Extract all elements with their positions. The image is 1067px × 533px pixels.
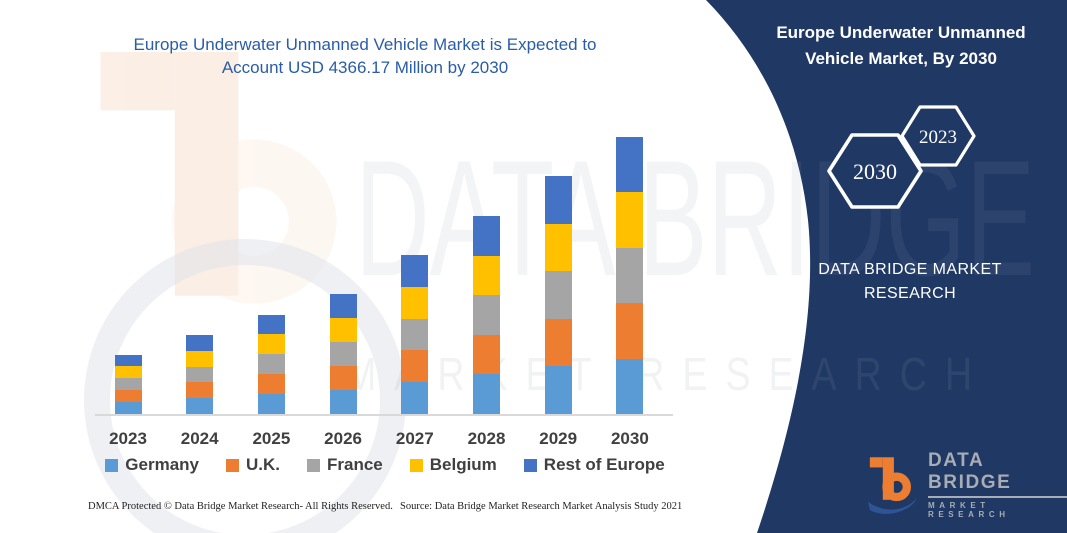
bar-segment-rest-of-europe-2030 [616,136,644,192]
x-axis-label-2023: 2023 [109,429,147,448]
bar-segment-u-k-2028 [473,334,500,375]
bar-segment-u-k-2026 [329,365,357,390]
bar-2025 [257,314,285,414]
legend-item-france: France [306,455,383,475]
x-axis-label-2029: 2029 [539,429,578,448]
legend-swatch-france [306,458,320,472]
legend-label-france: France [326,455,383,474]
legend-label-u-k: U.K. [245,455,280,474]
chart-title: Europe Underwater Unmanned Vehicle Marke… [65,33,665,79]
bar-2030 [616,136,644,414]
bar-segment-belgium-2024 [186,350,214,367]
panel-brand-text: DATA BRIDGE MARKET RESEARCH [818,261,1002,302]
bar-segment-france-2029 [544,271,572,319]
bar-2027 [401,255,429,414]
legend-swatch-rest-of-europe [523,458,537,472]
bar-segment-rest-of-europe-2024 [186,335,214,351]
bar-segment-rest-of-europe-2027 [401,255,429,287]
hexagon-2030-badge [827,133,923,209]
footer-dmca: DMCA Protected © Data Bridge Market Rese… [88,501,393,512]
bar-segment-u-k-2025 [257,374,285,395]
bar-segment-u-k-2023 [114,390,142,403]
legend-item-germany: Germany [105,455,199,475]
swoosh-watermark-circle [84,239,406,533]
x-axis-label-2030: 2030 [610,429,649,448]
bar-segment-rest-of-europe-2026 [329,293,357,318]
panel-title: Europe Underwater Unmanned Vehicle Marke… [776,23,1026,68]
legend-swatch-belgium [409,458,423,472]
b-logo-watermark [100,52,337,304]
bar-segment-rest-of-europe-2023 [114,354,142,367]
bar-segment-germany-2028 [473,374,500,414]
bar-segment-rest-of-europe-2028 [473,216,500,256]
x-axis-label-2028: 2028 [467,429,506,448]
bar-segment-u-k-2024 [186,382,214,399]
bar-segment-germany-2026 [329,389,357,414]
bar-segment-france-2026 [329,341,357,366]
bar-segment-germany-2023 [114,402,142,414]
bar-segment-u-k-2029 [544,318,572,367]
dbmr-logo: DATA BRIDGE MARKET RESEARCH [868,450,1067,519]
bar-segment-belgium-2026 [329,317,357,342]
bar-segment-germany-2029 [544,366,572,414]
bar-segment-rest-of-europe-2025 [257,314,285,335]
bar-segment-france-2027 [401,318,429,351]
hexagon-2023-badge [900,105,976,167]
bar-2023 [114,354,142,414]
bar-segment-germany-2027 [401,382,429,414]
legend-label-rest-of-europe: Rest of Europe [543,455,665,474]
bar-segment-u-k-2027 [401,350,429,383]
bar-2029 [544,176,572,414]
x-axis-line [95,414,673,416]
legend: Germany U.K. France Belgium Rest of Europe [80,455,690,475]
bar-segment-germany-2030 [616,358,644,414]
bar-segment-germany-2025 [257,394,285,414]
bar-2028 [473,216,500,414]
legend-label-belgium: Belgium [429,455,497,474]
x-axis-label-2026: 2026 [324,429,362,448]
bar-2026 [329,293,357,414]
legend-swatch-germany [105,458,119,472]
x-axis-label-2025: 2025 [252,429,291,448]
footer-source: Source: Data Bridge Market Research Mark… [400,501,683,512]
bar-segment-rest-of-europe-2029 [544,176,572,224]
logo-subtitle: MARKET RESEARCH [927,501,1010,519]
stacked-bar-chart [90,130,680,414]
dbmr-logo-icon [868,456,918,514]
logo-name: DATA BRIDGE [927,450,1012,493]
bar-segment-france-2023 [114,378,142,391]
chart-title-line1: Europe Underwater Unmanned Vehicle Marke… [133,35,597,54]
bar-segment-belgium-2027 [401,286,429,319]
logo-swoosh [868,497,918,514]
bar-segment-france-2028 [473,295,500,335]
dbmr-logo-text: DATA BRIDGE MARKET RESEARCH [927,450,1067,519]
x-axis-label-2024: 2024 [180,429,219,448]
legend-item-u-k: U.K. [225,455,280,475]
bar-segment-belgium-2028 [473,255,500,296]
legend-label-germany: Germany [125,455,199,474]
bar-segment-france-2025 [257,354,285,375]
bar-segment-u-k-2030 [616,303,644,359]
logo-divider [927,496,1067,498]
x-axis-labels: 2023 2024 2025 2026 2027 2028 2029 2030 [90,429,680,449]
hexagon-2030-label: 2030 [853,159,897,184]
bar-2024 [186,335,214,414]
bar-segment-france-2024 [186,366,214,383]
x-axis-label-2027: 2027 [395,429,434,448]
side-panel-background [706,0,1067,533]
bar-segment-germany-2024 [186,398,214,414]
hexagon-2023-label: 2023 [919,127,957,148]
bar-segment-belgium-2030 [616,192,644,248]
bar-segment-belgium-2025 [257,334,285,355]
legend-item-rest-of-europe: Rest of Europe [523,455,665,475]
bar-segment-belgium-2029 [544,223,572,272]
chart-title-line2: Account USD 4366.17 Million by 2030 [221,58,509,77]
legend-swatch-u-k [225,458,239,472]
bar-segment-france-2030 [616,247,644,303]
legend-item-belgium: Belgium [409,455,497,475]
bar-segment-belgium-2023 [114,366,142,379]
